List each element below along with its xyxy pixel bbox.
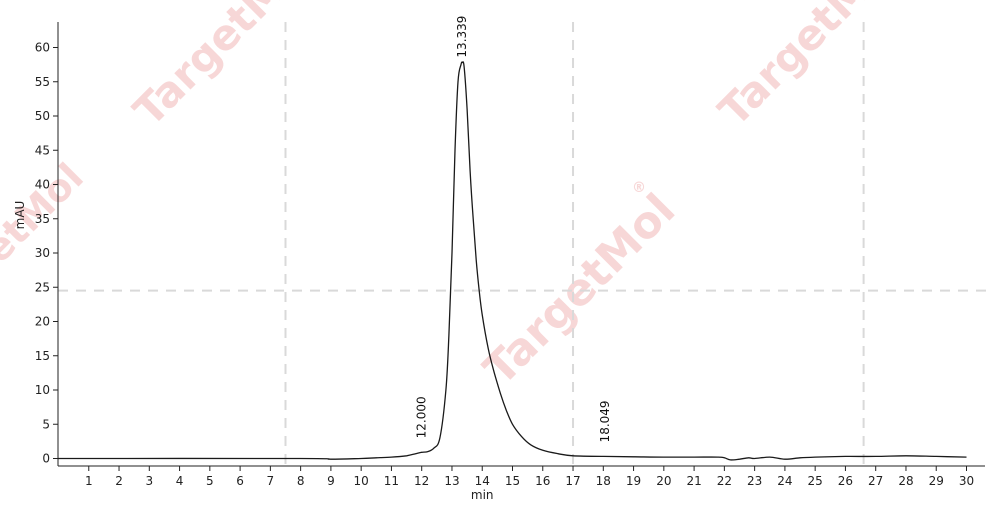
y-tick-label-45: 45 xyxy=(35,143,50,157)
x-tick-label-11: 11 xyxy=(384,474,399,488)
peak-label-12-000: 12.000 xyxy=(415,396,429,438)
chromatogram-trace xyxy=(58,61,967,461)
x-tick-label-12: 12 xyxy=(414,474,429,488)
y-tick-label-20: 20 xyxy=(35,315,50,329)
x-tick-label-20: 20 xyxy=(656,474,671,488)
peak-annotations: 12.000 13.339 18.049 xyxy=(415,16,612,443)
x-tick-label-10: 10 xyxy=(354,474,369,488)
x-axis-title: min xyxy=(471,488,494,502)
x-tick-label-29: 29 xyxy=(929,474,944,488)
x-tick-label-28: 28 xyxy=(898,474,913,488)
y-tick-label-30: 30 xyxy=(35,246,50,260)
x-tick-label-8: 8 xyxy=(297,474,305,488)
y-tick-label-55: 55 xyxy=(35,75,50,89)
x-tick-label-24: 24 xyxy=(777,474,792,488)
y-tick-label-5: 5 xyxy=(42,417,50,431)
x-tick-label-5: 5 xyxy=(206,474,214,488)
x-tick-label-26: 26 xyxy=(838,474,853,488)
x-tick-label-16: 16 xyxy=(535,474,550,488)
y-tick-label-50: 50 xyxy=(35,109,50,123)
x-tick-label-13: 13 xyxy=(444,474,459,488)
x-tick-label-23: 23 xyxy=(747,474,762,488)
x-tick-label-6: 6 xyxy=(236,474,244,488)
peak-label-18-049: 18.049 xyxy=(598,400,612,442)
x-tick-label-7: 7 xyxy=(267,474,275,488)
y-axis-ticks: 0 5 10 15 20 25 30 35 40 45 50 55 60 xyxy=(35,41,58,466)
x-tick-label-4: 4 xyxy=(176,474,184,488)
x-tick-label-30: 30 xyxy=(959,474,974,488)
y-tick-label-60: 60 xyxy=(35,41,50,55)
grid-lines xyxy=(58,22,991,465)
x-axis-ticks: 1 2 3 4 5 6 7 8 9 10 11 12 13 14 15 16 17 18 19 20 21 22 23 24 2… xyxy=(85,466,974,488)
x-tick-label-1: 1 xyxy=(85,474,93,488)
y-axis-title: mAU xyxy=(13,201,27,230)
x-tick-label-15: 15 xyxy=(505,474,520,488)
y-tick-label-10: 10 xyxy=(35,383,50,397)
axes xyxy=(57,22,985,467)
x-tick-label-21: 21 xyxy=(686,474,701,488)
x-tick-label-27: 27 xyxy=(868,474,883,488)
x-tick-label-2: 2 xyxy=(115,474,123,488)
watermark-registered-symbol: ® xyxy=(632,180,646,196)
x-tick-label-18: 18 xyxy=(596,474,611,488)
x-tick-label-14: 14 xyxy=(475,474,490,488)
watermark-3: TargetMol xyxy=(709,0,911,135)
y-tick-label-25: 25 xyxy=(35,280,50,294)
y-tick-label-40: 40 xyxy=(35,178,50,192)
x-tick-label-3: 3 xyxy=(145,474,153,488)
peak-label-13-339: 13.339 xyxy=(455,16,469,58)
watermark-1: TargetMol xyxy=(124,0,326,135)
y-tick-label-35: 35 xyxy=(35,212,50,226)
x-tick-label-25: 25 xyxy=(808,474,823,488)
x-tick-label-19: 19 xyxy=(626,474,641,488)
trace-layer xyxy=(58,61,967,461)
x-tick-label-22: 22 xyxy=(717,474,732,488)
x-tick-label-9: 9 xyxy=(327,474,335,488)
y-tick-label-15: 15 xyxy=(35,349,50,363)
x-tick-label-17: 17 xyxy=(565,474,580,488)
y-tick-label-0: 0 xyxy=(42,452,50,466)
